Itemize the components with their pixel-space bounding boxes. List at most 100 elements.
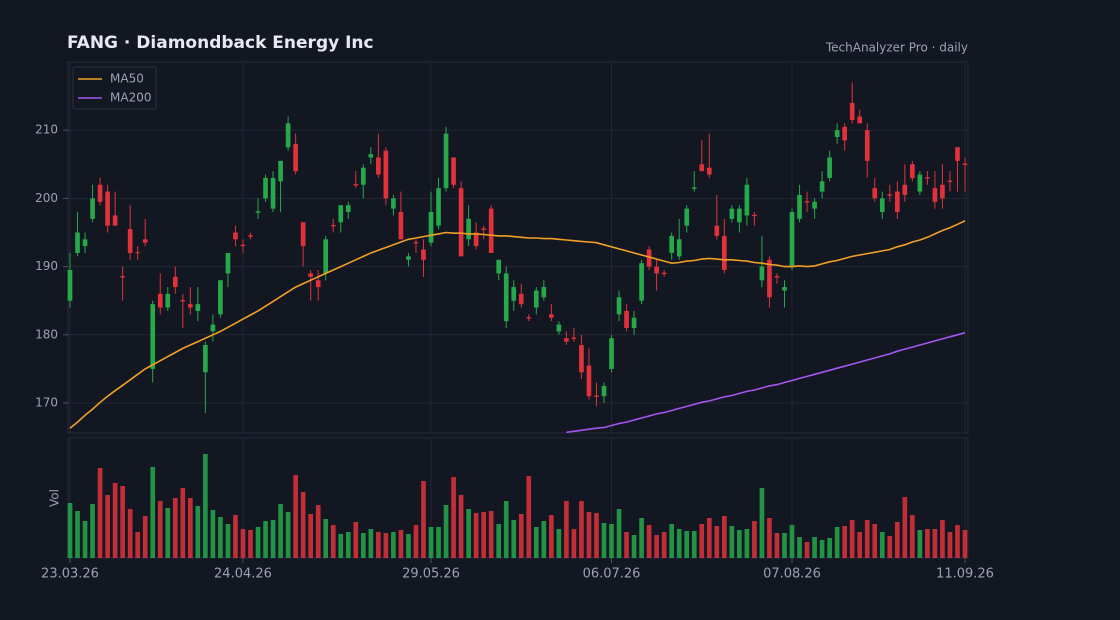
candle-body: [518, 293, 524, 305]
volume-bar: [90, 504, 95, 558]
volume-bar: [391, 532, 396, 558]
candle-body: [180, 300, 186, 302]
volume-bar: [834, 527, 840, 558]
candle-body: [75, 232, 80, 253]
candle-body: [774, 276, 780, 278]
volume-bar: [699, 524, 705, 558]
candle-body: [90, 198, 95, 219]
candle-body: [857, 116, 863, 124]
volume-bar: [263, 521, 268, 558]
volume-bar: [721, 516, 727, 558]
candle-body: [842, 126, 847, 141]
candle-body: [706, 167, 712, 175]
candle-body: [323, 239, 329, 274]
volume-bar: [639, 518, 644, 558]
candle-body: [669, 235, 675, 253]
legend-label: MA200: [110, 91, 151, 105]
volume-bar: [631, 535, 637, 558]
candle-body: [872, 188, 878, 199]
candle-body: [541, 287, 547, 298]
candle-body: [263, 177, 268, 199]
candle-body: [767, 259, 772, 298]
y-tick-label: 170: [35, 395, 58, 409]
candle-body: [240, 244, 246, 247]
volume-bar: [759, 488, 765, 558]
candle-body: [458, 188, 464, 257]
candle-body: [962, 163, 968, 165]
candle-body: [398, 212, 404, 240]
candle-body: [338, 205, 344, 223]
volume-bar: [864, 520, 870, 558]
volume-bar: [676, 529, 682, 558]
candle-body: [127, 229, 133, 253]
volume-bar: [458, 495, 464, 558]
volume-bar: [729, 526, 735, 558]
volume-bar: [744, 529, 750, 558]
candle-body: [714, 225, 720, 236]
candle-body: [195, 304, 201, 311]
volume-bar: [413, 525, 419, 558]
volume-bar: [240, 529, 246, 558]
candle-body: [466, 218, 471, 240]
candle-body: [699, 164, 705, 172]
candle-body: [879, 198, 885, 213]
candle-body: [315, 280, 321, 288]
candle-body: [819, 181, 825, 192]
candle-body: [135, 252, 141, 254]
candle-body: [789, 212, 795, 267]
candle-body: [511, 287, 517, 301]
candle-body: [812, 201, 817, 209]
candle-body: [203, 345, 208, 373]
volume-bar: [609, 524, 614, 558]
candle-body: [308, 273, 314, 277]
candle-body: [902, 184, 908, 195]
candle-body: [142, 239, 148, 243]
volume-bar: [473, 513, 479, 558]
candle-body: [752, 214, 757, 217]
candle-body: [849, 102, 855, 120]
volume-bar: [917, 530, 923, 558]
volume-bar: [624, 532, 629, 558]
volume-bar: [586, 512, 592, 558]
candle-body: [639, 263, 644, 301]
volume-bar: [857, 532, 863, 558]
volume-bar: [579, 501, 584, 558]
volume-bar: [67, 503, 73, 558]
volume-bar: [947, 532, 953, 558]
volume-bar: [782, 533, 787, 558]
candle-body: [218, 280, 223, 315]
candle-body: [631, 317, 637, 328]
volume-bar: [714, 526, 720, 558]
volume-bar: [466, 509, 471, 558]
candle-body: [368, 154, 374, 158]
volume-bar: [518, 514, 524, 558]
candle-body: [571, 337, 577, 339]
volume-bar: [233, 515, 238, 558]
candle-body: [225, 252, 231, 274]
candle-body: [353, 184, 359, 186]
volume-bar: [849, 520, 855, 558]
candle-body: [744, 184, 750, 216]
volume-bar: [691, 531, 697, 558]
candle-body: [120, 276, 125, 278]
volume-bar: [481, 512, 486, 558]
candle-body: [887, 194, 893, 196]
volume-bar: [737, 530, 742, 558]
volume-bar: [368, 529, 374, 558]
legend-label: MA50: [110, 72, 144, 86]
volume-bar: [428, 527, 434, 558]
y-tick-label: 190: [35, 259, 58, 273]
candle-body: [564, 338, 569, 342]
volume-bar: [285, 512, 291, 558]
candle-body: [383, 150, 389, 199]
candle-body: [910, 164, 915, 178]
volume-bar: [789, 525, 795, 558]
candle-body: [233, 232, 238, 240]
volume-bar: [940, 520, 945, 558]
candle-body: [556, 324, 562, 332]
candle-body: [436, 188, 441, 226]
volume-bar: [353, 522, 359, 558]
volume-bar: [120, 486, 125, 558]
